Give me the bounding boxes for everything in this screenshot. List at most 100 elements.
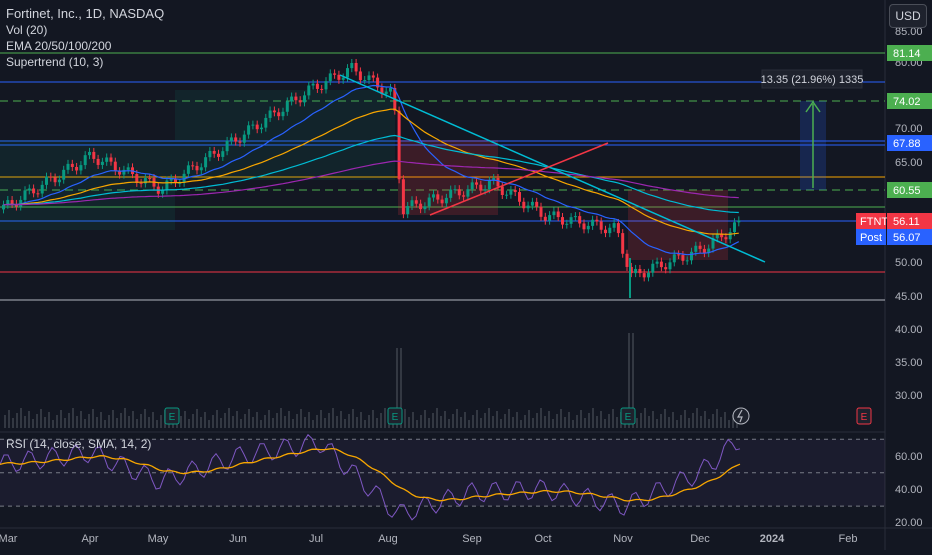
volume-bar bbox=[228, 408, 230, 428]
candle-body bbox=[629, 266, 633, 274]
price-axis-tick: 65.00 bbox=[895, 157, 923, 169]
candle-body bbox=[251, 124, 255, 126]
candle-body bbox=[642, 273, 646, 278]
volume-indicator-label[interactable]: Vol (20) bbox=[6, 23, 48, 37]
volume-bar bbox=[8, 410, 10, 428]
candle-body bbox=[238, 141, 242, 143]
candle-body bbox=[10, 200, 14, 204]
volume-bar bbox=[432, 413, 434, 428]
candle-body bbox=[36, 193, 40, 195]
volume-bar bbox=[288, 411, 290, 428]
candle-body bbox=[204, 157, 208, 168]
earnings-marker: E bbox=[625, 412, 632, 423]
candle-body bbox=[496, 178, 500, 187]
earnings-marker-box bbox=[387, 407, 403, 425]
symbol-title[interactable]: Fortinet, Inc., 1D, NASDAQ bbox=[6, 6, 165, 21]
measure-arrowhead bbox=[805, 100, 821, 113]
volume-bar bbox=[272, 418, 274, 428]
volume-bar bbox=[480, 418, 482, 428]
candle-body bbox=[358, 71, 362, 81]
rsi-axis-tick: 20.00 bbox=[895, 517, 923, 529]
volume-bar bbox=[580, 410, 582, 428]
volume-bar bbox=[680, 415, 682, 428]
volume-bar bbox=[64, 418, 66, 428]
volume-bar bbox=[564, 417, 566, 428]
earnings-marker-box bbox=[856, 407, 872, 425]
volume-bar bbox=[344, 419, 346, 428]
candle-body bbox=[720, 233, 724, 238]
supertrend-zone bbox=[0, 140, 175, 230]
candle-body bbox=[191, 165, 195, 167]
candle-body bbox=[178, 182, 182, 184]
candle-body bbox=[457, 189, 461, 196]
volume-bar bbox=[424, 410, 426, 428]
candle-body bbox=[126, 167, 130, 170]
candle-body bbox=[578, 216, 582, 224]
rsi-indicator-label[interactable]: RSI (14, close, SMA, 14, 2) bbox=[6, 437, 152, 451]
volume-bar bbox=[584, 418, 586, 428]
volume-bar bbox=[592, 408, 594, 428]
candle-body bbox=[32, 188, 36, 194]
candle-body bbox=[483, 189, 487, 191]
price-badge bbox=[887, 135, 932, 151]
candle-body bbox=[83, 155, 87, 166]
volume-bar bbox=[84, 419, 86, 428]
candle-body bbox=[290, 96, 294, 102]
volume-bar bbox=[640, 413, 642, 428]
candle-body bbox=[225, 140, 229, 152]
volume-bar bbox=[212, 415, 214, 428]
candle-body bbox=[518, 192, 521, 202]
time-axis-label: Oct bbox=[534, 533, 551, 545]
candle-body bbox=[634, 268, 638, 274]
volume-bar bbox=[496, 411, 498, 428]
volume-bar bbox=[28, 411, 30, 428]
candle-body bbox=[621, 233, 625, 254]
volume-bar bbox=[492, 416, 494, 428]
volume-bar bbox=[644, 408, 646, 428]
volume-bar bbox=[572, 420, 574, 428]
volume-bar bbox=[376, 418, 378, 428]
volume-bar bbox=[612, 409, 614, 428]
candle-body bbox=[535, 201, 539, 207]
volume-bar bbox=[268, 410, 270, 428]
volume-bar bbox=[312, 420, 314, 428]
candle-body bbox=[668, 262, 672, 270]
price-badge-prefix-text: Post bbox=[860, 232, 882, 244]
supertrend-zone bbox=[628, 190, 728, 260]
volume-bar bbox=[528, 410, 530, 428]
candle-body bbox=[285, 101, 289, 112]
volume-bar bbox=[472, 415, 474, 428]
candle-body bbox=[75, 166, 79, 171]
volume-bar bbox=[140, 414, 142, 428]
volume-bar bbox=[504, 414, 506, 428]
supertrend-indicator-label[interactable]: Supertrend (10, 3) bbox=[6, 55, 104, 69]
candle-body bbox=[591, 219, 595, 226]
candle-body bbox=[530, 201, 534, 206]
price-axis-tick: 35.00 bbox=[895, 357, 923, 369]
currency-button[interactable]: USD bbox=[889, 4, 927, 28]
volume-bar bbox=[308, 412, 310, 428]
volume-bar bbox=[600, 411, 602, 428]
candle-body bbox=[604, 229, 607, 234]
candle-body bbox=[148, 178, 152, 180]
time-axis-label: Jun bbox=[229, 533, 247, 545]
candle-body bbox=[509, 189, 513, 195]
volume-bar bbox=[100, 412, 102, 428]
volume-bar bbox=[292, 419, 294, 428]
volume-bar bbox=[652, 411, 654, 428]
earnings-marker-future: E bbox=[861, 412, 868, 423]
volume-bar bbox=[688, 418, 690, 428]
volume-bar bbox=[724, 412, 726, 428]
volume-bar bbox=[384, 408, 386, 428]
volume-bar bbox=[540, 408, 542, 428]
volume-bar bbox=[120, 413, 122, 428]
time-axis-label: May bbox=[148, 533, 169, 545]
volume-bar bbox=[512, 417, 514, 428]
candle-body bbox=[320, 88, 324, 90]
candle-body bbox=[702, 248, 706, 254]
candle-body bbox=[737, 220, 741, 223]
candle-body bbox=[113, 161, 117, 172]
ema-indicator-label[interactable]: EMA 20/50/100/200 bbox=[6, 39, 112, 53]
